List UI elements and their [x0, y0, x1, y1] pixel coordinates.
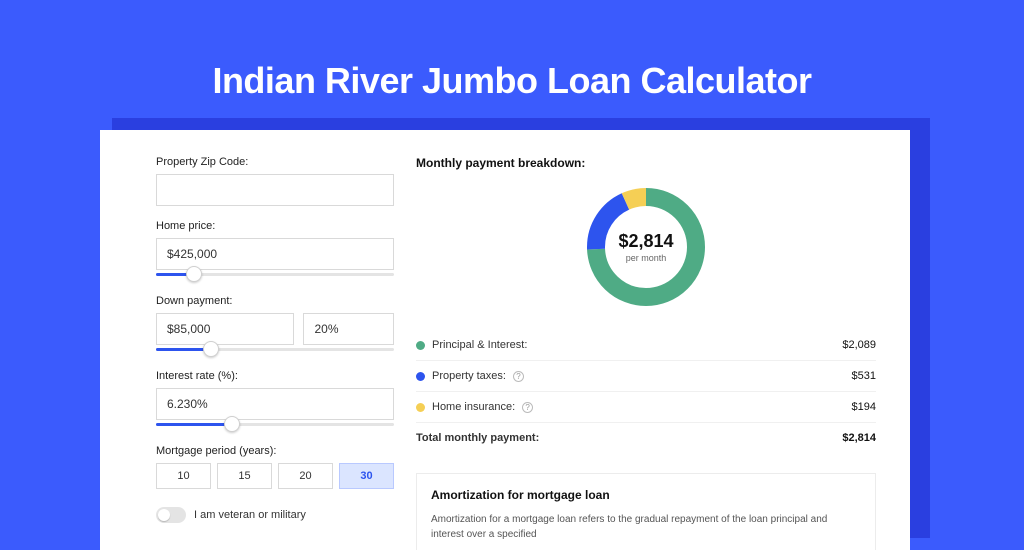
- legend-value: $531: [852, 370, 876, 382]
- down-payment-amount-input[interactable]: [156, 313, 294, 345]
- legend-row: Home insurance:? $194: [416, 391, 876, 422]
- breakdown-title: Monthly payment breakdown:: [416, 156, 876, 170]
- mortgage-period-option-10[interactable]: 10: [156, 463, 211, 489]
- breakdown-column: Monthly payment breakdown: $2,814 per mo…: [416, 156, 876, 550]
- mortgage-period-option-30[interactable]: 30: [339, 463, 394, 489]
- donut-center-sub: per month: [626, 253, 667, 263]
- home-price-label: Home price:: [156, 220, 394, 232]
- donut-center-amount: $2,814: [618, 231, 673, 252]
- down-payment-label: Down payment:: [156, 295, 394, 307]
- legend-label: Home insurance:: [432, 401, 515, 413]
- interest-rate-label: Interest rate (%):: [156, 370, 394, 382]
- interest-rate-input[interactable]: [156, 388, 394, 420]
- legend-row: Principal & Interest: $2,089: [416, 330, 876, 360]
- legend-label: Property taxes:: [432, 370, 506, 382]
- down-payment-slider-knob[interactable]: [203, 341, 219, 357]
- amortization-text: Amortization for a mortgage loan refers …: [431, 512, 861, 542]
- mortgage-period-option-20[interactable]: 20: [278, 463, 333, 489]
- hero: Indian River Jumbo Loan Calculator: [0, 0, 1024, 102]
- info-icon[interactable]: ?: [513, 371, 524, 382]
- total-value: $2,814: [842, 432, 876, 444]
- interest-rate-field-block: Interest rate (%):: [156, 370, 394, 431]
- form-column: Property Zip Code: Home price: Down paym…: [156, 156, 394, 550]
- legend-dot: [416, 403, 425, 412]
- legend-total-row: Total monthly payment: $2,814: [416, 422, 876, 453]
- down-payment-percent-input[interactable]: [303, 313, 394, 345]
- veteran-toggle[interactable]: [156, 507, 186, 523]
- interest-rate-slider-knob[interactable]: [224, 416, 240, 432]
- legend-dot: [416, 341, 425, 350]
- payment-donut-chart: $2,814 per month: [585, 186, 707, 308]
- mortgage-period-label: Mortgage period (years):: [156, 445, 394, 457]
- total-label: Total monthly payment:: [416, 432, 539, 444]
- home-price-field-block: Home price:: [156, 220, 394, 281]
- amortization-title: Amortization for mortgage loan: [431, 488, 861, 502]
- mortgage-period-field-block: Mortgage period (years): 10152030: [156, 445, 394, 489]
- interest-rate-slider[interactable]: [156, 419, 394, 431]
- calculator-panel: Property Zip Code: Home price: Down paym…: [100, 130, 910, 550]
- legend: Principal & Interest: $2,089 Property taxe…: [416, 330, 876, 453]
- down-payment-slider[interactable]: [156, 344, 394, 356]
- home-price-slider-knob[interactable]: [186, 266, 202, 282]
- zip-input[interactable]: [156, 174, 394, 206]
- zip-label: Property Zip Code:: [156, 156, 394, 168]
- veteran-label: I am veteran or military: [194, 509, 306, 521]
- legend-row: Property taxes:? $531: [416, 360, 876, 391]
- zip-field-block: Property Zip Code:: [156, 156, 394, 206]
- legend-value: $2,089: [842, 339, 876, 351]
- down-payment-field-block: Down payment:: [156, 295, 394, 356]
- mortgage-period-option-15[interactable]: 15: [217, 463, 272, 489]
- veteran-toggle-knob: [158, 509, 170, 521]
- home-price-slider[interactable]: [156, 269, 394, 281]
- legend-value: $194: [852, 401, 876, 413]
- page-title: Indian River Jumbo Loan Calculator: [0, 60, 1024, 102]
- legend-label: Principal & Interest:: [432, 339, 527, 351]
- veteran-toggle-row: I am veteran or military: [156, 507, 394, 523]
- donut-container: $2,814 per month: [416, 180, 876, 324]
- info-icon[interactable]: ?: [522, 402, 533, 413]
- legend-dot: [416, 372, 425, 381]
